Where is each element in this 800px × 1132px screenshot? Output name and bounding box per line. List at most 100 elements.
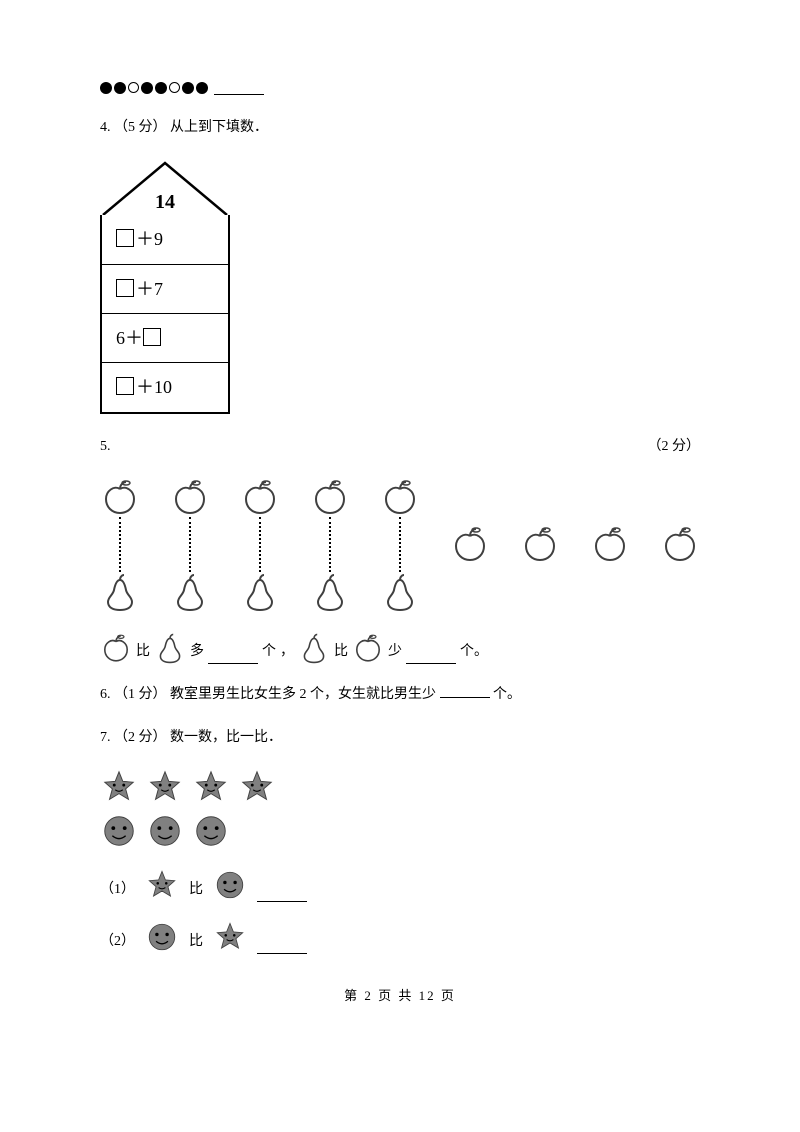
footer-a: 第 [344, 988, 359, 1003]
filled-circle-icon [114, 82, 126, 94]
q7-points: （2 分） [114, 730, 167, 745]
fruit-pair [590, 524, 630, 564]
q6-label: 6. [100, 687, 111, 702]
pear-icon [298, 632, 330, 664]
fruit-pair [240, 477, 280, 612]
apple-icon [310, 477, 350, 517]
fruit-pair [660, 524, 700, 564]
fruit-pair [450, 524, 490, 564]
row3-value: 6 [116, 328, 125, 348]
footer-total: 12 [419, 988, 436, 1003]
apple-icon [590, 524, 630, 564]
q5-line: 5. （2 分） [100, 434, 700, 459]
star-icon [213, 920, 247, 954]
blank-answer [406, 649, 456, 664]
blank-answer [208, 649, 258, 664]
q7-line: 7. （2 分） 数一数，比一比． [100, 725, 700, 750]
apple-icon [660, 524, 700, 564]
blank-box [143, 328, 161, 346]
q6-text-a: 教室里男生比女生多 2 个，女生就比男生少 [170, 687, 436, 702]
face-row [100, 812, 700, 850]
apple-icon [380, 477, 420, 517]
q4-points: （5 分） [114, 120, 167, 135]
apple-icon [520, 524, 560, 564]
apple-icon [100, 477, 140, 517]
empty-circle-icon [169, 82, 180, 93]
house-row-2: ＋7 [102, 264, 228, 313]
blank-answer [214, 80, 264, 95]
circle-pattern-row [100, 80, 700, 95]
blank-box [116, 229, 134, 247]
apple-icon [352, 632, 384, 664]
apple-icon [170, 477, 210, 517]
roof-number: 14 [100, 184, 230, 220]
q7-label: 7. [100, 730, 111, 745]
pear-icon [100, 572, 140, 612]
text-bi: 比 [334, 639, 348, 664]
star-icon [146, 768, 184, 806]
face-icon [145, 920, 179, 954]
q6-text-b: 个。 [493, 687, 521, 702]
sub1-label: （1） [100, 877, 135, 902]
filled-circle-icon [100, 82, 112, 94]
star-row [100, 768, 700, 806]
text-comma: ， [280, 639, 294, 664]
sub2-label: （2） [100, 929, 135, 954]
apple-icon [240, 477, 280, 517]
footer-c: 页 [441, 988, 456, 1003]
house-diagram: 14 ＋9 ＋7 6＋ ＋10 [100, 160, 700, 414]
pear-icon [380, 572, 420, 612]
fruit-pair [170, 477, 210, 612]
footer-page: 2 [364, 988, 373, 1003]
apple-icon [450, 524, 490, 564]
q6-points: （1 分） [114, 687, 167, 702]
dotted-line [119, 517, 121, 572]
q4-text: 从上到下填数． [170, 120, 268, 135]
house-roof: 14 [100, 160, 230, 215]
house-row-1: ＋9 [102, 215, 228, 263]
dotted-line [399, 517, 401, 572]
face-icon [213, 868, 247, 902]
star-icon [192, 768, 230, 806]
plus-sign: ＋ [136, 279, 154, 299]
blank-answer [257, 939, 307, 954]
footer-b: 页 共 [378, 988, 413, 1003]
pear-icon [240, 572, 280, 612]
q7-sub1: （1） 比 [100, 868, 700, 902]
blank-box [116, 377, 134, 395]
plus-sign: ＋ [136, 229, 154, 249]
text-bi: 比 [136, 639, 150, 664]
text-shao: 少 [388, 639, 402, 664]
q5-label: 5. [100, 439, 111, 454]
fruit-pair [310, 477, 350, 612]
house-body: ＋9 ＋7 6＋ ＋10 [100, 215, 230, 414]
star-icon [238, 768, 276, 806]
face-icon [146, 812, 184, 850]
apple-icon [100, 632, 132, 664]
text-duo: 多 [190, 639, 204, 664]
page: 4. （5 分） 从上到下填数． 14 ＋9 ＋7 6＋ [0, 0, 800, 1038]
plus-sign: ＋ [136, 377, 154, 397]
row1-value: 9 [154, 229, 163, 249]
text-tail: 个。 [460, 639, 488, 664]
face-icon [100, 812, 138, 850]
fruit-pair [100, 477, 140, 612]
page-footer: 第 2 页 共 12 页 [100, 984, 700, 1007]
filled-circle-icon [182, 82, 194, 94]
text-ge: 个 [262, 639, 276, 664]
house-row-3: 6＋ [102, 313, 228, 362]
blank-box [116, 279, 134, 297]
pear-icon [310, 572, 350, 612]
row4-value: 10 [154, 377, 172, 397]
fruit-pair [520, 524, 560, 564]
dotted-line [189, 517, 191, 572]
star-icon [145, 868, 179, 902]
empty-circle-icon [128, 82, 139, 93]
q7-sub2: （2） 比 [100, 920, 700, 954]
text-bi: 比 [189, 877, 203, 902]
plus-sign: ＋ [125, 328, 143, 348]
q4-line: 4. （5 分） 从上到下填数． [100, 115, 700, 140]
blank-answer [257, 887, 307, 902]
filled-circle-icon [196, 82, 208, 94]
q5-points: （2 分） [648, 434, 701, 459]
